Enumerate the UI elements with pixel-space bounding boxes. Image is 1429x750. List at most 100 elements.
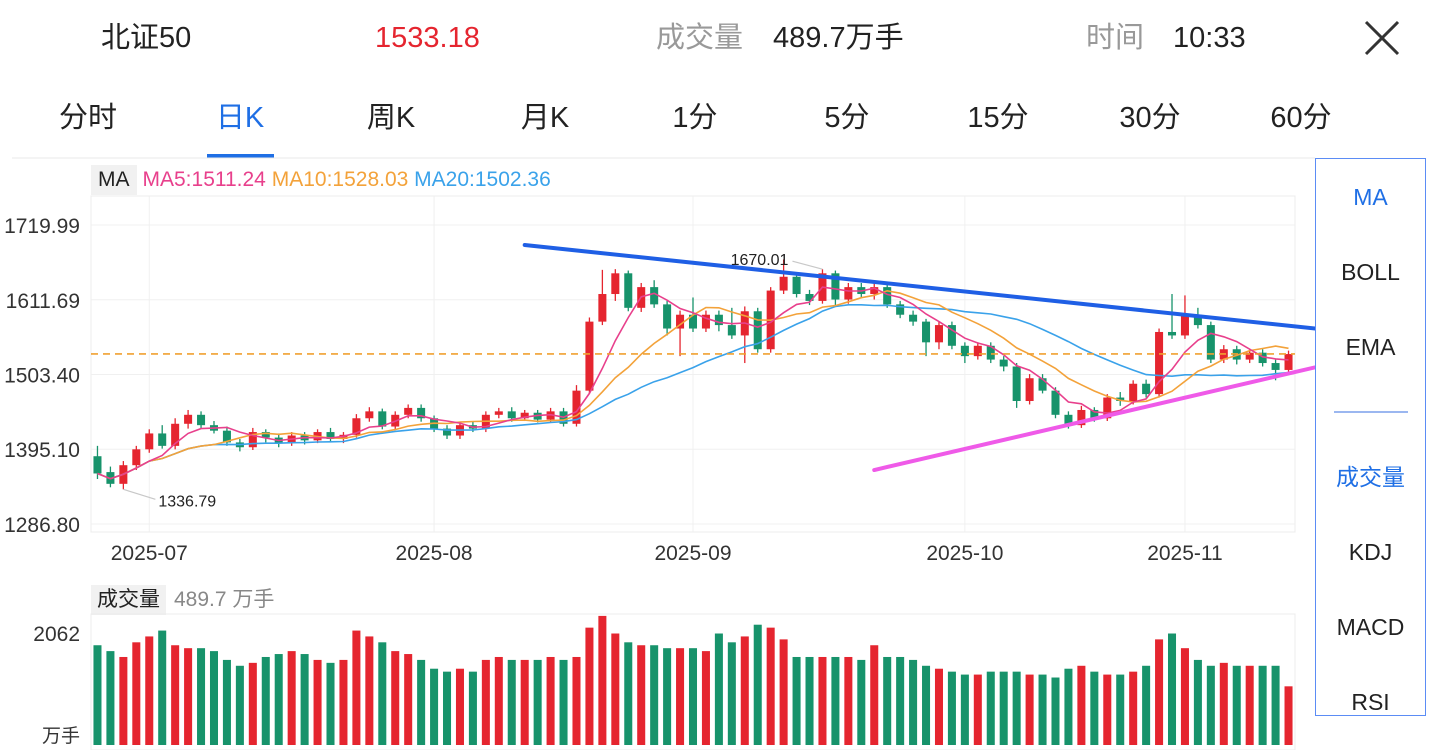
- tab-30min[interactable]: 30分: [1119, 102, 1181, 134]
- candle-body: [986, 345, 995, 360]
- candle-body: [1167, 331, 1177, 336]
- indicator-ema[interactable]: EMA: [1345, 334, 1396, 360]
- volume-bar: [766, 627, 775, 745]
- volume-bar: [688, 648, 698, 745]
- candle-body: [1206, 325, 1215, 360]
- volume-bar: [896, 656, 905, 745]
- candle-body: [1284, 354, 1293, 370]
- volume-bar: [792, 656, 801, 745]
- volume-bar: [1219, 662, 1228, 745]
- candle-body: [1245, 352, 1254, 360]
- candle-body: [1180, 314, 1189, 336]
- volume-value: 489.7万手: [773, 22, 904, 54]
- y-tick-label: 1719.99: [4, 215, 80, 238]
- kline-chart[interactable]: 1719.99 1611.69 1503.40 1395.10 1286.80 2025-…: [0, 0, 1315, 750]
- tab-5min[interactable]: 5分: [824, 102, 870, 134]
- tab-day-k[interactable]: 日K: [215, 102, 265, 134]
- candle-body: [158, 433, 167, 446]
- volume-bar: [611, 633, 620, 745]
- candle-body: [132, 449, 141, 466]
- indicator-boll[interactable]: BOLL: [1341, 259, 1400, 285]
- volume-bar: [870, 645, 879, 745]
- time-value: 10:33: [1173, 22, 1246, 54]
- candle-body: [999, 359, 1008, 367]
- candle-body: [507, 411, 516, 419]
- volume-bar: [1232, 665, 1241, 745]
- volume-bar: [960, 674, 969, 745]
- volume-bar: [1180, 648, 1189, 745]
- quote-header: 北证50 1533.18 成交量 489.7万手 时间 10:33: [0, 0, 1429, 78]
- lower-trend-line: [872, 365, 1315, 473]
- volume-bar: [1116, 674, 1125, 745]
- volume-bar: [598, 615, 607, 745]
- indicator-volume[interactable]: 成交量: [1336, 464, 1405, 490]
- indicator-kdj[interactable]: KDJ: [1348, 539, 1393, 565]
- candle-body: [572, 390, 581, 424]
- upper-trend-line: [522, 243, 1315, 331]
- volume-bar: [650, 645, 659, 745]
- volume-bar: [1103, 674, 1112, 745]
- tab-week-k[interactable]: 周K: [366, 102, 416, 134]
- candle-body: [753, 311, 762, 350]
- candle-body: [727, 325, 736, 336]
- volume-unit-label: 万手: [42, 725, 80, 747]
- volume-bar: [248, 662, 257, 745]
- candle-body: [676, 314, 685, 329]
- volume-legend-box: 成交量: [91, 585, 166, 615]
- tab-fenshi[interactable]: 分时: [58, 102, 118, 134]
- candle-body: [365, 411, 374, 419]
- high-pointer: [792, 260, 823, 270]
- volume-bar: [753, 624, 762, 745]
- indicator-panel: MA BOLL EMA 成交量 KDJ MACD RSI: [1315, 158, 1426, 716]
- volume-bar: [844, 656, 853, 745]
- volume-bar: [300, 654, 309, 745]
- tab-month-k[interactable]: 月K: [520, 102, 570, 134]
- volume-bar: [287, 651, 296, 745]
- candle-body: [598, 294, 607, 322]
- volume-bar: [339, 659, 348, 745]
- tab-1min[interactable]: 1分: [672, 102, 718, 134]
- volume-bar: [637, 645, 646, 745]
- volume-bar: [468, 671, 477, 745]
- volume-bar: [313, 659, 322, 745]
- volume-bar: [559, 659, 568, 745]
- volume-bar: [818, 656, 827, 745]
- volume-bar: [481, 659, 490, 745]
- volume-bar: [1142, 665, 1151, 745]
- indicator-ma[interactable]: MA: [1353, 184, 1388, 210]
- volume-bar: [326, 662, 335, 745]
- volume-legend-value: 489.7 万手: [174, 588, 275, 611]
- candle-body: [197, 414, 206, 426]
- volume-bar: [1193, 659, 1202, 745]
- volume-bar: [1245, 665, 1254, 745]
- volume-bar: [1271, 665, 1280, 745]
- indicator-rsi[interactable]: RSI: [1351, 689, 1390, 715]
- y-tick-label: 1286.80: [4, 514, 80, 537]
- candle-body: [1090, 409, 1099, 419]
- candle-body: [973, 345, 982, 357]
- candle-body: [1142, 383, 1151, 395]
- candle-body: [93, 456, 102, 474]
- volume-bar: [171, 645, 180, 745]
- candle-body: [1012, 366, 1021, 402]
- candle-body: [1258, 352, 1267, 364]
- candle-body: [883, 287, 892, 305]
- volume-bar: [209, 651, 219, 745]
- volume-bar: [455, 668, 464, 745]
- candle-body: [404, 407, 413, 415]
- candle-body: [805, 294, 814, 301]
- tab-15min[interactable]: 15分: [967, 102, 1029, 134]
- volume-panel-frame: [90, 613, 1296, 750]
- close-icon[interactable]: [1362, 18, 1402, 58]
- candle-body: [792, 276, 801, 295]
- candle-body: [624, 273, 633, 308]
- indicator-macd[interactable]: MACD: [1336, 614, 1405, 640]
- candle-body: [831, 273, 840, 300]
- volume-bar: [119, 656, 128, 745]
- volume-bar: [1284, 686, 1293, 745]
- tab-60min[interactable]: 60分: [1270, 102, 1332, 134]
- candle-body: [947, 325, 956, 346]
- low-label: 1336.79: [158, 493, 216, 510]
- volume-bar: [106, 651, 115, 745]
- volume-bar: [1258, 665, 1267, 745]
